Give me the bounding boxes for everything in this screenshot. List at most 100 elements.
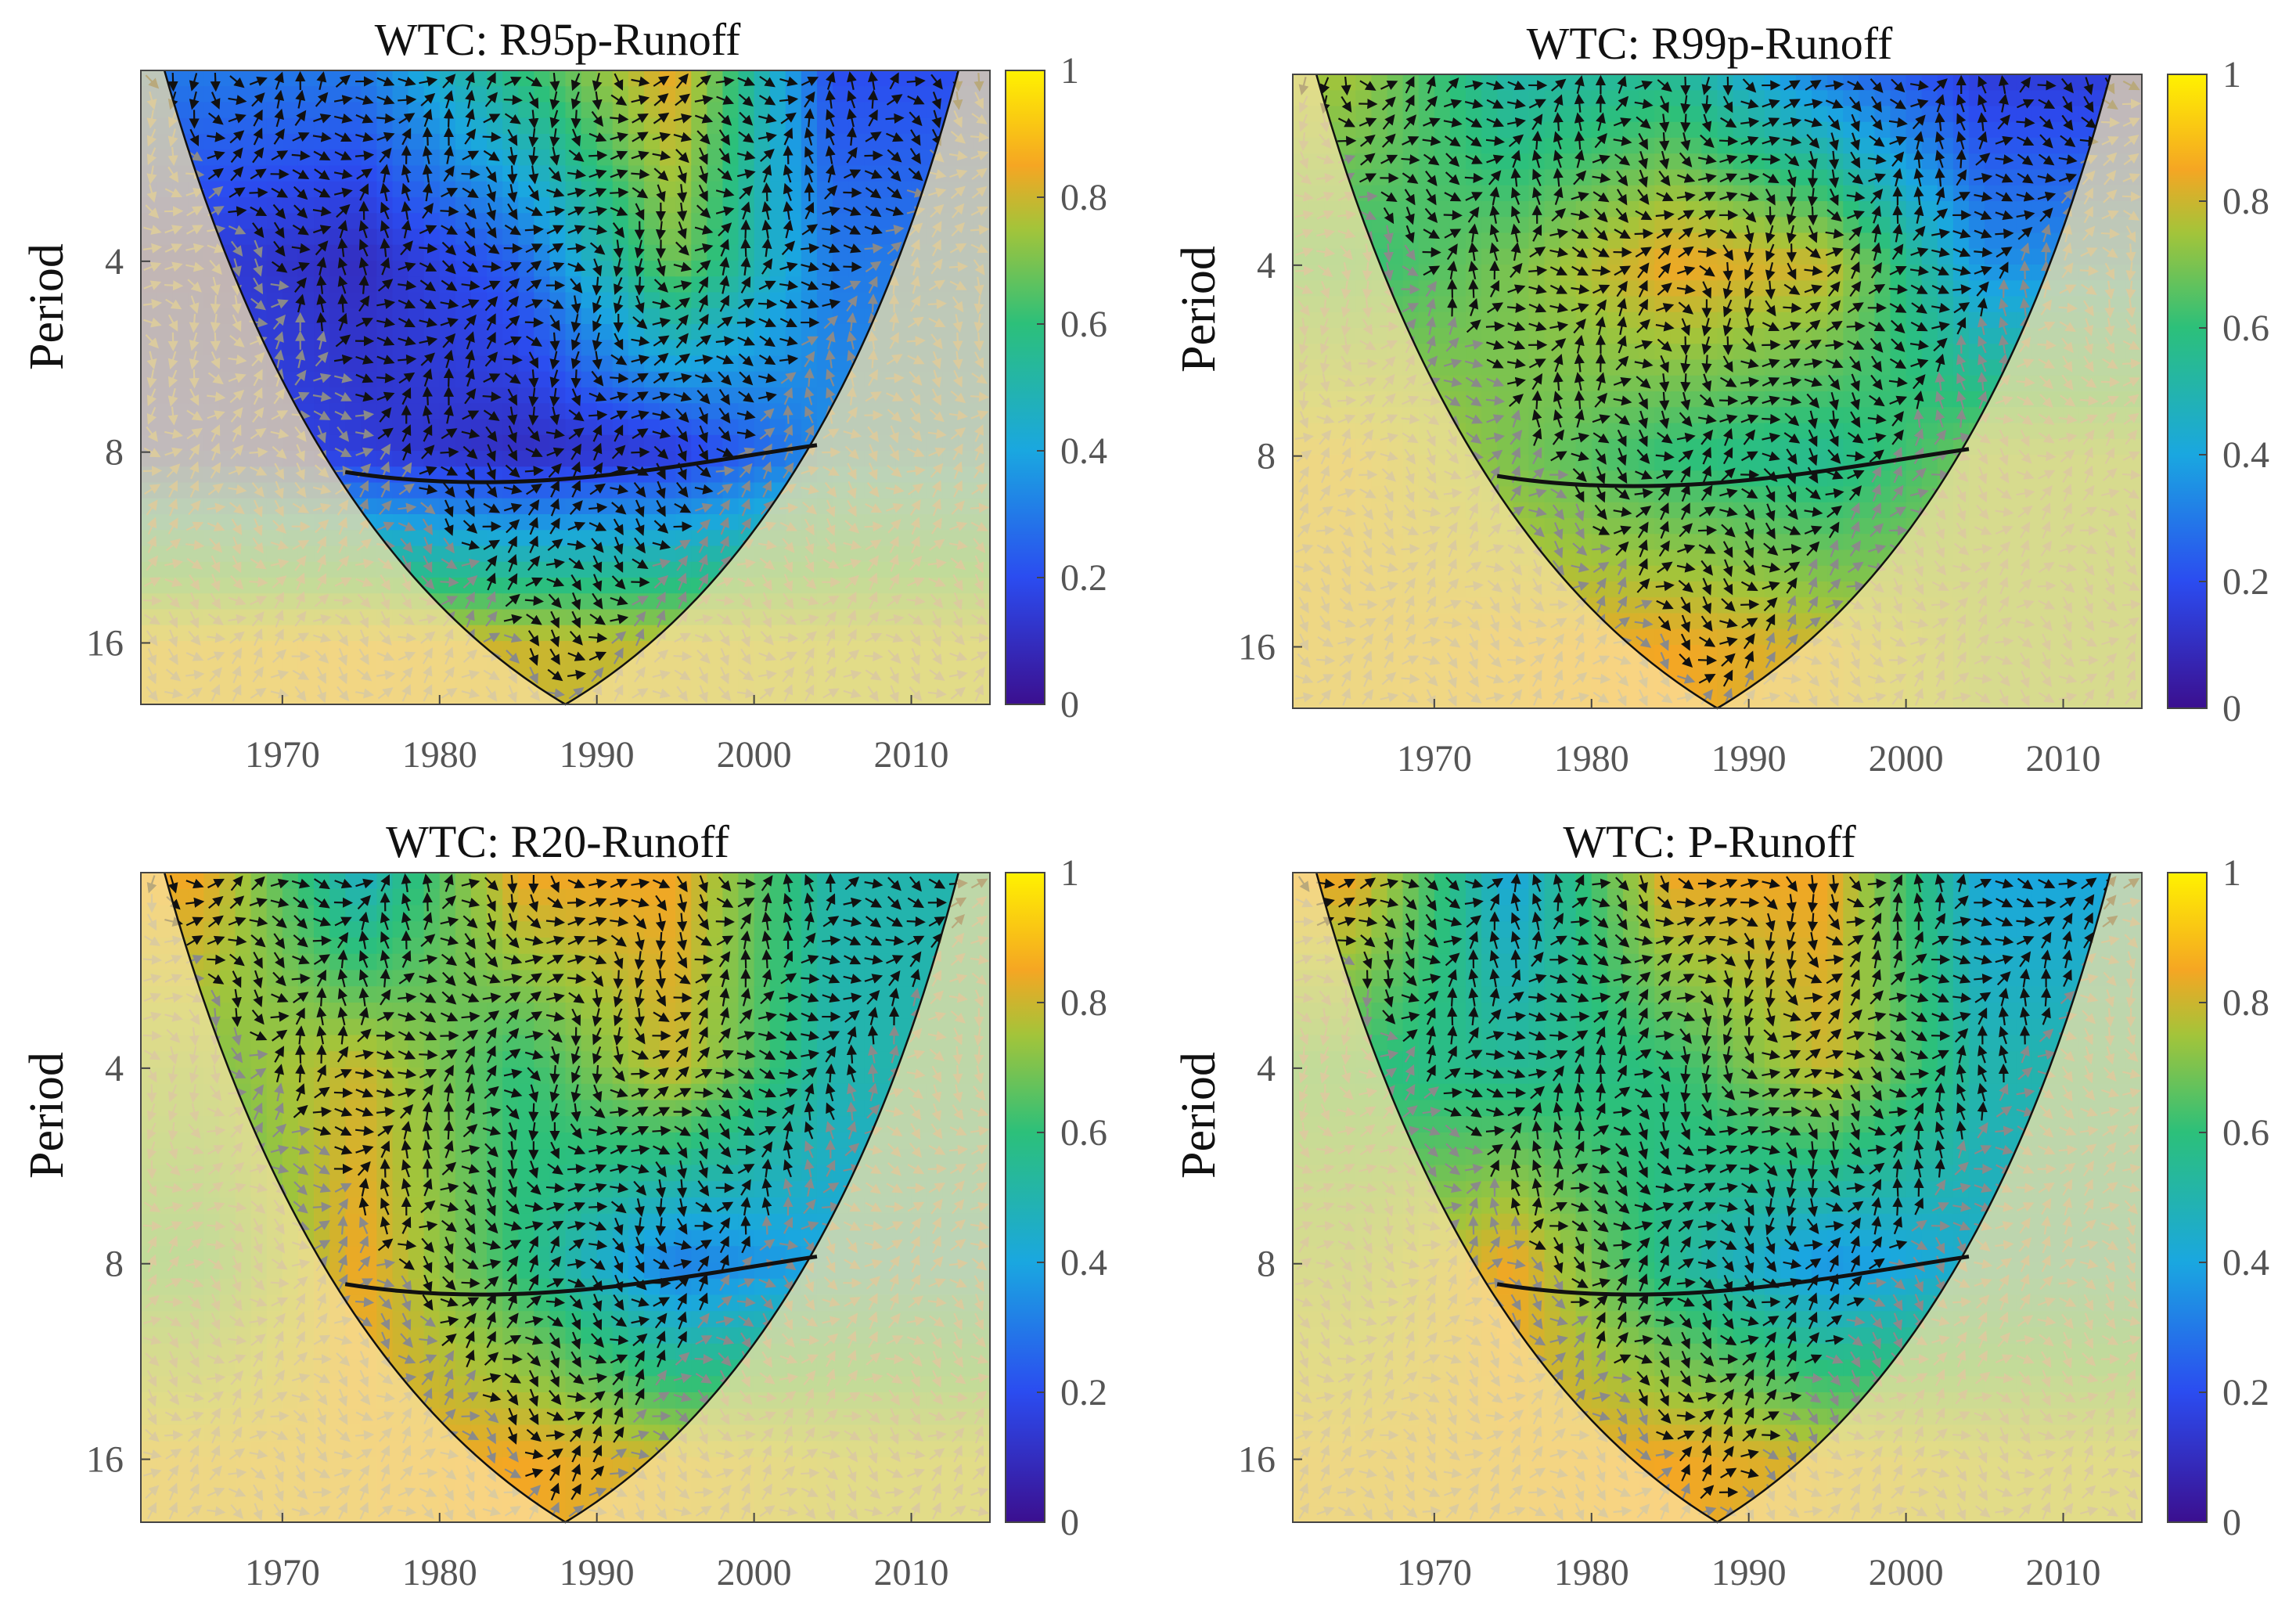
heatmap-cell — [628, 261, 645, 278]
heatmap-cell — [1434, 138, 1451, 155]
heatmap-cell — [660, 545, 677, 563]
heatmap-cell — [643, 149, 661, 167]
heatmap-cell — [1812, 185, 1829, 202]
heatmap-cell — [1748, 455, 1765, 472]
heatmap-cell — [1748, 248, 1765, 265]
heatmap-cell — [596, 340, 614, 357]
heatmap-cell — [408, 530, 425, 547]
y-tick-label: 16 — [86, 623, 124, 664]
heatmap-cell — [1639, 232, 1656, 250]
heatmap-cell — [408, 276, 425, 293]
heatmap-cell — [1733, 232, 1750, 250]
heatmap-cell — [691, 466, 708, 484]
heatmap-cell — [297, 213, 315, 230]
heatmap-cell — [1418, 248, 1435, 265]
heatmap-cell — [1717, 645, 1734, 662]
heatmap-cell — [1654, 375, 1672, 392]
heatmap-cell — [1701, 645, 1718, 662]
heatmap-cell — [643, 213, 661, 230]
heatmap-cell — [534, 403, 551, 420]
heatmap-cell — [628, 578, 645, 595]
heatmap-cell — [549, 261, 567, 278]
heatmap-cell — [1560, 185, 1577, 202]
heatmap-cell — [643, 70, 661, 88]
heatmap-cell — [1528, 438, 1546, 455]
heatmap-cell — [534, 387, 551, 405]
heatmap-cell — [1560, 534, 1577, 551]
heatmap-cell — [518, 276, 535, 293]
phase-arrow — [503, 95, 523, 106]
heatmap-cell — [1560, 201, 1577, 218]
heatmap-cell — [769, 149, 786, 167]
heatmap-cell — [722, 181, 740, 198]
heatmap-cell — [1717, 217, 1734, 234]
heatmap-cell — [660, 419, 677, 436]
heatmap-cell — [581, 117, 598, 135]
heatmap-cell — [1827, 201, 1844, 218]
heatmap-cell — [643, 134, 661, 151]
heatmap-cell — [297, 181, 315, 198]
heatmap-cell — [1434, 169, 1451, 186]
heatmap-cell — [1639, 455, 1656, 472]
heatmap-cell — [1701, 311, 1718, 329]
heatmap-cell — [1528, 265, 1546, 282]
heatmap-cell — [408, 117, 425, 135]
heatmap-cell — [1795, 265, 1813, 282]
heatmap-cell — [1497, 232, 1514, 250]
heatmap-cell — [188, 117, 205, 135]
heatmap-cell — [1843, 502, 1860, 519]
heatmap-cell — [1843, 486, 1860, 503]
heatmap-cell — [880, 149, 897, 167]
heatmap-cell — [581, 355, 598, 373]
heatmap-cell — [1513, 359, 1530, 376]
heatmap-cell — [376, 371, 394, 388]
colorbar-tick-label: 1 — [1060, 50, 1079, 92]
heatmap-cell — [392, 371, 409, 388]
heatmap-cell — [769, 355, 786, 373]
heatmap-cell — [487, 117, 504, 135]
heatmap-cell — [565, 545, 582, 563]
heatmap-cell — [1544, 74, 1561, 92]
heatmap-cell — [660, 149, 677, 167]
heatmap-cell — [219, 213, 236, 230]
heatmap-cell — [314, 340, 331, 357]
heatmap-cell — [1528, 328, 1546, 345]
heatmap-cell — [439, 70, 456, 88]
y-tick-label: 4 — [105, 241, 124, 283]
heatmap-cell — [675, 117, 693, 135]
heatmap-cell — [534, 498, 551, 515]
heatmap-cell — [392, 102, 409, 119]
heatmap-cell — [376, 117, 394, 135]
heatmap-cell — [423, 102, 441, 119]
heatmap-cell — [1795, 328, 1813, 345]
heatmap-cell — [534, 86, 551, 103]
heatmap-cell — [1733, 486, 1750, 503]
heatmap-cell — [1575, 296, 1592, 313]
heatmap-cell — [1843, 169, 1860, 186]
heatmap-cell — [1843, 248, 1860, 265]
heatmap-cell — [769, 181, 786, 198]
phase-arrow — [570, 369, 581, 389]
heatmap-cell — [345, 324, 362, 341]
phase-arrow — [422, 386, 433, 405]
heatmap-cell — [1827, 265, 1844, 282]
heatmap-cell — [172, 70, 189, 88]
heatmap-cell — [1670, 344, 1687, 361]
heatmap-cell — [1418, 90, 1435, 107]
phase-arrow — [440, 577, 459, 588]
heatmap-cell — [470, 434, 488, 452]
heatmap-cell — [722, 434, 740, 452]
heatmap-cell — [1639, 391, 1656, 409]
heatmap-cell — [628, 149, 645, 167]
heatmap-cell — [408, 134, 425, 151]
heatmap-cell — [1434, 121, 1451, 139]
heatmap-cell — [534, 482, 551, 499]
heatmap-cell — [833, 324, 850, 341]
heatmap-cell — [549, 545, 567, 563]
heatmap-cell — [470, 197, 488, 214]
heatmap-cell — [848, 213, 865, 230]
heatmap-cell — [596, 213, 614, 230]
heatmap-cell — [738, 482, 755, 499]
heatmap-cell — [565, 324, 582, 341]
heatmap-cell — [612, 514, 629, 531]
